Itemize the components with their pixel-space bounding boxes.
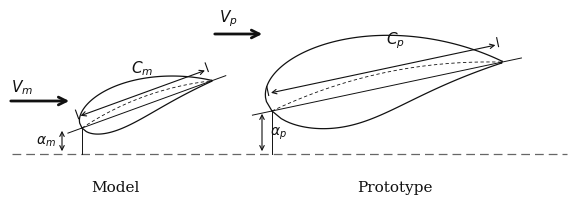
Text: $C_p$: $C_p$ (386, 30, 405, 51)
Text: $\alpha_p$: $\alpha_p$ (270, 126, 287, 142)
Text: $\alpha_m$: $\alpha_m$ (36, 135, 56, 149)
Text: $V_m$: $V_m$ (11, 79, 33, 97)
Text: $C_m$: $C_m$ (131, 59, 153, 78)
Text: $V_p$: $V_p$ (219, 9, 237, 29)
Text: Prototype: Prototype (357, 181, 433, 195)
Text: Model: Model (91, 181, 139, 195)
